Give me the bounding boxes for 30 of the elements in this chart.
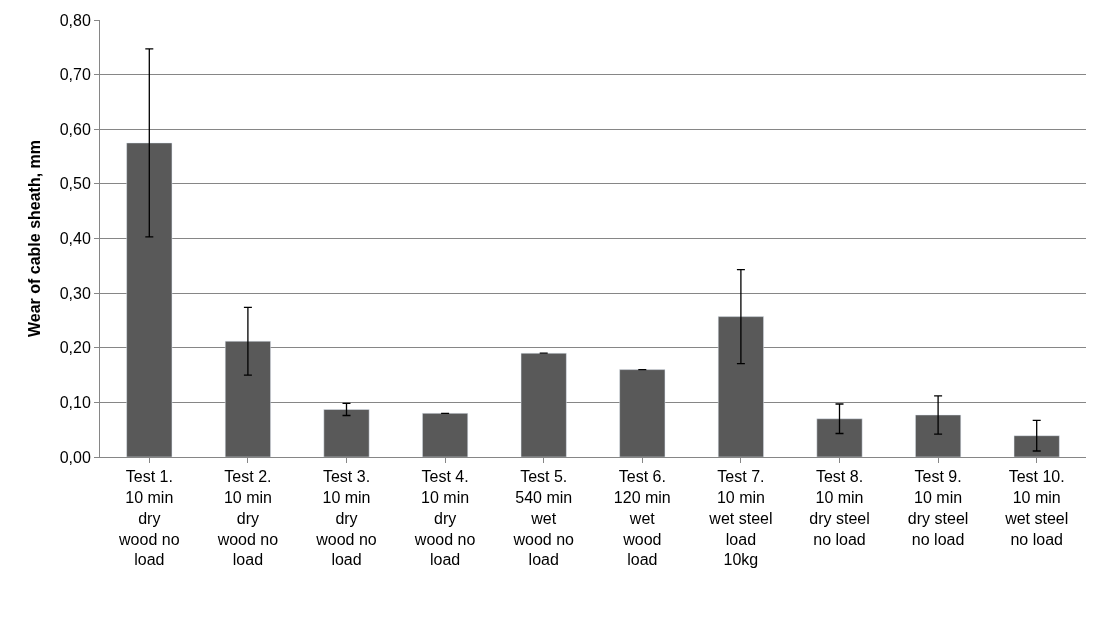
bar (816, 418, 863, 457)
x-tick-label: Test 7. 10 min wet steel load 10kg (708, 468, 773, 569)
y-axis-title: Wear of cable sheath, mm (25, 139, 43, 338)
bar (717, 316, 764, 457)
x-tick-label: Test 4. 10 min dry wood no load (413, 468, 476, 569)
x-tick-label: Test 8. 10 min dry steel no load (809, 468, 870, 548)
y-tick-label: 0,20 (59, 339, 91, 357)
bar (520, 352, 567, 457)
y-tick-label: 0,80 (59, 11, 91, 29)
bar (422, 413, 469, 457)
x-tick-label: Test 10. 10 min wet steel no load (1004, 468, 1069, 548)
bar (619, 369, 666, 457)
y-tick-label: 0,40 (59, 230, 91, 248)
x-tick-label: Test 3. 10 min dry wood no load (315, 468, 377, 569)
bar (323, 409, 370, 457)
y-tick-label: 0,30 (59, 284, 91, 302)
x-tick-label: Test 9. 10 min dry steel no load (907, 468, 969, 548)
x-tick-label: Test 1. 10 min dry wood no load (118, 468, 180, 569)
y-tick-label: 0,10 (59, 393, 91, 411)
y-tick-label: 0,70 (59, 66, 91, 84)
bar (915, 414, 962, 457)
bar (1013, 435, 1060, 457)
x-tick-label: Test 5. 540 min wet wood no load (512, 468, 575, 569)
y-tick-label: 0,60 (59, 120, 91, 138)
x-tick-label: Test 6. 120 min wet wood load (613, 468, 671, 569)
y-tick-label: 0,00 (59, 448, 91, 466)
bar (224, 340, 271, 457)
bar (126, 142, 173, 457)
x-tick-label: Test 2. 10 min dry wood no load (216, 468, 279, 569)
y-tick-label: 0,50 (59, 175, 91, 193)
